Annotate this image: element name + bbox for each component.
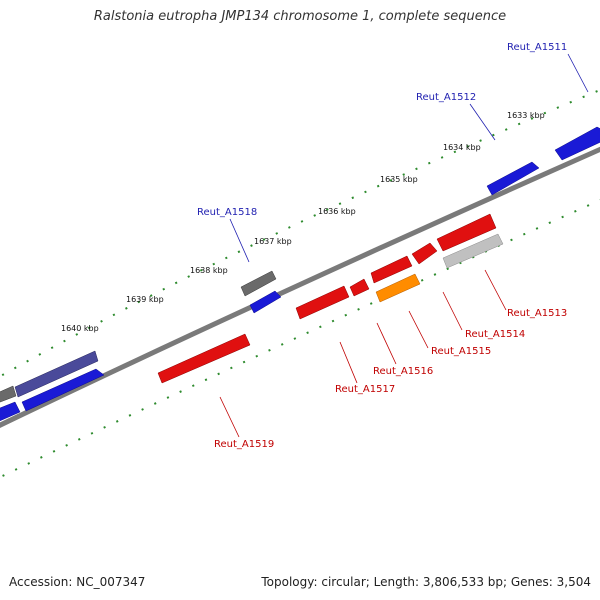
gene-arrow[interactable] (411, 242, 438, 265)
tick-label: 1633 kbp (507, 111, 545, 120)
gene-arrow[interactable] (21, 368, 105, 412)
tick-label: 1637 kbp (254, 237, 292, 246)
tick-label: 1640 kbp (61, 324, 99, 333)
tick-label: 1635 kbp (380, 175, 418, 184)
leader-line (442, 291, 463, 331)
leader-line (376, 322, 397, 365)
leader-line (469, 103, 496, 141)
tick-labels: 1633 kbp 1634 kbp 1635 kbp 1636 kbp 1637… (61, 111, 545, 333)
sequence-summary: Topology: circular; Length: 3,806,533 bp… (261, 575, 591, 589)
leader-line (229, 218, 250, 263)
gene-label-reverse[interactable]: Reut_A1513 (507, 308, 567, 319)
gene-arrow[interactable] (157, 333, 251, 384)
accession-text: Accession: NC_007347 (9, 575, 146, 589)
tick-label: 1636 kbp (318, 207, 356, 216)
tick-label: 1638 kbp (190, 266, 228, 275)
reverse-genes (157, 213, 504, 384)
gene-arrow[interactable] (240, 270, 277, 297)
gene-label-reverse[interactable]: Reut_A1517 (335, 384, 395, 395)
gene-label-reverse[interactable]: Reut_A1516 (373, 366, 433, 377)
chromosome-backbone (0, 146, 600, 428)
leader-line (484, 269, 507, 311)
leader-line (567, 53, 589, 93)
tick-label: 1639 kbp (126, 295, 164, 304)
gene-arrow[interactable] (349, 278, 370, 297)
label-leaders (219, 53, 589, 438)
map-title: Ralstonia eutropha JMP134 chromosome 1, … (93, 9, 507, 24)
gene-arrow[interactable] (486, 161, 540, 196)
gene-arrow[interactable] (436, 213, 497, 252)
gene-label-reverse[interactable]: Reut_A1515 (431, 346, 491, 357)
gene-label-forward[interactable]: Reut_A1518 (197, 207, 257, 218)
gene-arrow[interactable] (295, 285, 350, 320)
gene-arrow[interactable] (554, 126, 600, 161)
gene-labels: Reut_A1511 Reut_A1512 Reut_A1518 Reut_A1… (197, 42, 567, 450)
leader-line (339, 341, 358, 384)
forward-genes (0, 126, 600, 423)
leader-line (219, 396, 240, 438)
gene-label-reverse[interactable]: Reut_A1514 (465, 329, 525, 340)
gene-label-forward[interactable]: Reut_A1511 (507, 42, 567, 53)
gene-arrow[interactable] (14, 350, 99, 398)
gene-arrow[interactable] (0, 401, 21, 423)
gene-label-reverse[interactable]: Reut_A1519 (214, 439, 274, 450)
gene-arrow[interactable] (375, 273, 421, 303)
leader-line (408, 310, 429, 349)
gene-label-forward[interactable]: Reut_A1512 (416, 92, 476, 103)
gene-arrow[interactable] (370, 255, 413, 284)
gene-arrow[interactable] (0, 385, 17, 404)
tick-label: 1634 kbp (443, 143, 481, 152)
reverse-tick-track (0, 199, 600, 479)
gene-arrow[interactable] (249, 290, 282, 314)
gene-arrow[interactable] (442, 233, 504, 269)
